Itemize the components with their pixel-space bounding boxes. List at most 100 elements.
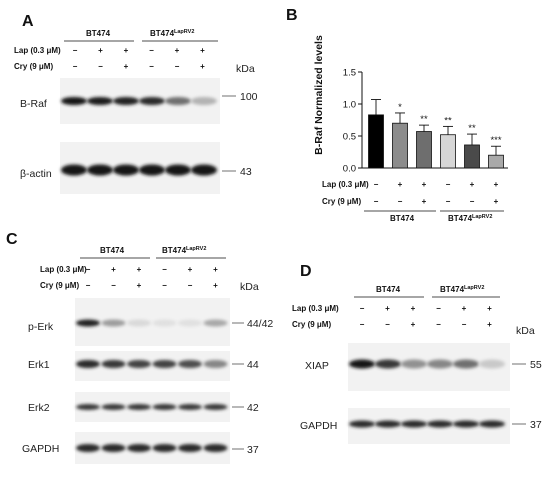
panel-a-lap-sign: + <box>124 46 129 55</box>
blot-band <box>101 360 126 368</box>
panel-d-lap-label: Lap (0.3 μM) <box>292 304 339 313</box>
blot-band <box>76 319 100 327</box>
blot-band <box>479 420 505 428</box>
panel-a-lap-sign: − <box>73 46 78 55</box>
panel-c-cry-sign: + <box>213 281 218 290</box>
panel-c-blot-erk1 <box>75 351 230 381</box>
panel-d-gapdh-bands <box>349 420 505 428</box>
panel-c-gapdh-bands <box>76 444 228 452</box>
panel-b-letter: B <box>286 7 298 24</box>
chart-group-bt474-rv2: BT474LapRV2 <box>448 214 492 223</box>
blot-band <box>349 420 375 428</box>
panel-d-cry-sign: − <box>462 320 467 329</box>
panel-d-group-bt474-rv2: BT474LapRV2 <box>440 285 484 294</box>
panel-c-cry-sign: − <box>188 281 193 290</box>
panel-c-gapdh-label: GAPDH <box>22 443 59 455</box>
chart-y-tick-label: 1.5 <box>343 68 356 79</box>
panel-c-erk1-label: Erk1 <box>28 359 50 371</box>
blot-band <box>178 404 202 410</box>
blot-band <box>76 360 100 368</box>
blot-band <box>87 164 113 176</box>
blot-band <box>127 319 151 327</box>
blot-band <box>165 164 191 176</box>
panel-a-braf-bands <box>61 97 217 105</box>
blot-band <box>203 404 228 410</box>
chart-sign-rows: − + + − + + − − + − − + <box>374 180 499 206</box>
panel-c-perk-bands <box>76 319 228 327</box>
blot-band <box>101 444 126 452</box>
chart-bar <box>464 144 480 169</box>
blot-band <box>139 97 165 105</box>
blot-band <box>113 164 139 176</box>
blot-band <box>191 97 217 105</box>
panel-a: A BT474 BT474LapRV2 Lap (0.3 μM) Cry (9 … <box>14 13 258 194</box>
chart-bar <box>368 114 384 169</box>
blot-band <box>453 359 479 369</box>
panel-d-lap-signs: − + + − + + <box>360 304 493 313</box>
blot-band <box>178 360 202 368</box>
blot-band <box>127 404 151 410</box>
chart-lap-sign: − <box>374 180 379 189</box>
blot-band <box>61 97 87 105</box>
panel-c: C BT474 BT474LapRV2 Lap (0.3 μM) Cry (9 … <box>6 231 273 464</box>
panel-a-lap-signs: − + + − + + <box>73 46 206 55</box>
chart-lap-sign: + <box>470 180 475 189</box>
blot-band <box>178 319 202 327</box>
chart-cry-sign: + <box>422 197 427 206</box>
panel-a-lap-label: Lap (0.3 μM) <box>14 46 61 55</box>
panel-c-erk2-bands <box>76 404 228 410</box>
chart-plot-area: 0.00.51.01.5*** ******* <box>343 68 508 175</box>
blot-band <box>76 404 100 410</box>
chart-y-axis-label: B-Raf Normalized levels <box>313 35 325 155</box>
panel-d-xiap-mw: 55 <box>530 359 542 371</box>
panel-c-letter: C <box>6 231 18 248</box>
panel-d-cry-sign: − <box>360 320 365 329</box>
chart-lap-sign: + <box>494 180 499 189</box>
panel-d-cry-sign: − <box>436 320 441 329</box>
panel-a-letter: A <box>22 13 34 30</box>
chart-y-tick-label: 0.0 <box>343 164 356 175</box>
chart-cry-sign: − <box>470 197 475 206</box>
chart-y-tick-label: 1.0 <box>343 100 356 111</box>
panel-c-perk-mw: 44/42 <box>247 318 273 330</box>
panel-b: B B-Raf Normalized levels 0.0 0.5 1.0 1.5 **… <box>286 7 508 223</box>
chart-significance-label: ** <box>444 115 452 126</box>
blot-band <box>191 164 217 176</box>
chart-lap-sign: − <box>446 180 451 189</box>
chart-significance-label: ** <box>420 114 428 125</box>
chart-bar <box>392 122 408 169</box>
chart-bar <box>440 134 456 169</box>
panel-a-cry-sign: − <box>149 62 154 71</box>
panel-a-braf-mw: 100 <box>240 91 258 103</box>
panel-c-kda-label: kDa <box>240 281 259 293</box>
chart-cry-sign: − <box>446 197 451 206</box>
panel-a-actin-label: β-actin <box>20 168 52 180</box>
panel-d-gapdh-mw: 37 <box>530 419 542 431</box>
panel-d-lap-sign: + <box>487 304 492 313</box>
blot-band <box>152 319 177 327</box>
panel-d-cry-signs: − − + − − + <box>360 320 493 329</box>
chart-cry-sign: − <box>398 197 403 206</box>
panel-c-erk1-mw: 44 <box>247 359 259 371</box>
panel-c-lap-signs: − + + − + + <box>86 265 219 274</box>
panel-d-lap-sign: − <box>436 304 441 313</box>
panel-d-lap-sign: + <box>411 304 416 313</box>
panel-c-gapdh-mw: 37 <box>247 444 259 456</box>
panel-c-erk1-bands <box>76 360 228 368</box>
panel-d-cry-sign: + <box>487 320 492 329</box>
panel-d-gapdh-label: GAPDH <box>300 420 337 432</box>
panel-d-cry-sign: − <box>385 320 390 329</box>
blot-band <box>127 444 151 452</box>
blot-band <box>178 444 202 452</box>
chart-y-tick-label: 0.5 <box>343 132 356 143</box>
blot-band <box>139 164 165 176</box>
panel-c-perk-label: p-Erk <box>28 321 54 333</box>
panel-a-actin-mw: 43 <box>240 166 252 178</box>
panel-d-kda-label: kDa <box>516 325 535 337</box>
blot-band <box>203 360 228 368</box>
chart-cry-sign: − <box>374 197 379 206</box>
chart-cry-label: Cry (9 μM) <box>322 197 361 206</box>
panel-a-actin-bands <box>61 164 217 176</box>
blot-band <box>479 359 505 369</box>
